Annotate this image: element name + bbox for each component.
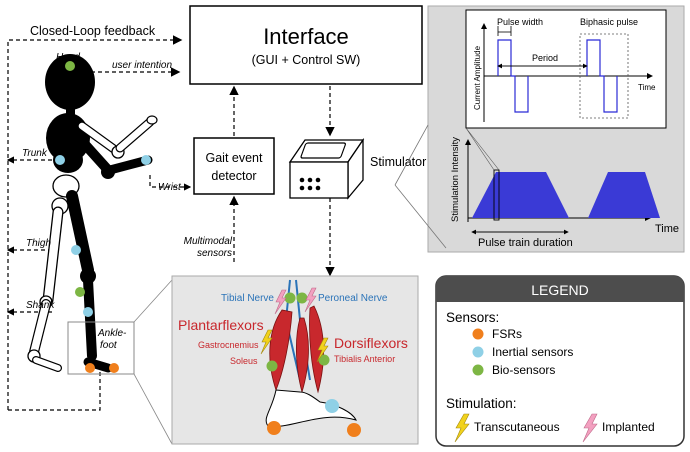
head-label: Head [56, 52, 80, 63]
legend-implanted-icon [582, 413, 598, 443]
biphasic-pulse-label: Biphasic pulse [580, 17, 638, 27]
heel-fsr [85, 363, 95, 373]
muscle-panel: Tibial Nerve Peroneal Nerve Plantarflexo… [171, 275, 419, 445]
pulse-width-label: Pulse width [497, 17, 543, 27]
legend-transcutaneous: Transcutaneous [474, 420, 560, 434]
interface-subtitle: (GUI + Control SW) [252, 53, 361, 67]
legend-transcutaneous-icon [454, 413, 470, 443]
current-amplitude-label: Current Amplitude [473, 45, 482, 110]
trunk-label: Trunk [22, 148, 48, 159]
legend-title: LEGEND [531, 282, 589, 298]
head-bio-sensor [65, 61, 75, 71]
shank-inertial-sensor [83, 307, 93, 317]
legend-bio: Bio-sensors [492, 363, 555, 377]
implanted-stim-tibial [274, 289, 287, 315]
legend-stimulation-heading: Stimulation: [446, 396, 517, 411]
period-label: Period [532, 53, 558, 63]
implanted-stim-peroneal [304, 287, 317, 313]
thigh-inertial-sensor [71, 245, 81, 255]
legend-inertial: Inertial sensors [492, 345, 573, 359]
gait-label-line1: Gait event [206, 151, 264, 165]
legend-sensors-heading: Sensors: [446, 310, 499, 325]
shank-label: Shank [26, 300, 55, 311]
tibial-nerve-label: Tibial Nerve [221, 293, 274, 304]
interface-box: Interface (GUI + Control SW) [189, 5, 423, 85]
legend-implanted: Implanted [602, 420, 655, 434]
legend: LEGEND Sensors: FSRs Inertial sensors Bi… [435, 275, 685, 447]
legend-fsr-swatch [472, 328, 484, 340]
foot-inertial-sensor [325, 399, 339, 413]
multimodal-line2: sensors [197, 248, 232, 259]
biphasic-pulse-2 [586, 39, 618, 113]
toe-fsr-detail [347, 423, 361, 437]
legend-inertial-swatch [472, 346, 484, 358]
stimulator-device [288, 137, 365, 200]
train-time-label: Time [655, 223, 679, 235]
pulse-train-duration-label: Pulse train duration [478, 237, 573, 249]
stimulation-panel: Pulse width Biphasic pulse Period Curren… [394, 5, 685, 253]
plantarflexors-label: Plantarflexors [178, 317, 264, 333]
interface-title: Interface [263, 24, 349, 49]
peroneal-bio-sensor [296, 292, 308, 304]
tibialis-bio-sensor [318, 354, 330, 366]
transcutaneous-stim-plantar [260, 329, 273, 355]
transcutaneous-stim-dorsi [316, 337, 329, 363]
dorsiflexors-label: Dorsiflexors [334, 335, 408, 351]
pulse-train-1 [472, 172, 569, 218]
gastrocnemius-label: Gastrocnemius [198, 340, 259, 350]
tibialis-anterior-label: Tibialis Anterior [334, 354, 395, 364]
peroneal-nerve-label: Peroneal Nerve [318, 293, 388, 304]
user-intention-label: user intention [112, 60, 172, 71]
ankle-foot-label-2: foot [100, 340, 118, 351]
shank-bio-sensor [75, 287, 85, 297]
biphasic-pulse-1 [497, 39, 529, 113]
soleus-label: Soleus [230, 356, 258, 366]
wrist-label: Wrist [158, 182, 182, 193]
ankle-zoom-box [67, 321, 135, 375]
heel-fsr-detail [267, 421, 281, 435]
human-figure [27, 54, 158, 373]
thigh-label: Thigh [26, 238, 51, 249]
trunk-inertial-sensor [55, 155, 65, 165]
pulse-train-2 [588, 172, 660, 218]
multimodal-line1: Multimodal [184, 236, 233, 247]
tibial-bio-sensor [284, 292, 296, 304]
legend-bio-swatch [472, 364, 484, 376]
closed-loop-label: Closed-Loop feedback [30, 24, 156, 38]
stim-intensity-label: Stimulation Intensity [450, 137, 461, 222]
toe-fsr [109, 363, 119, 373]
flow-arrows [229, 85, 335, 277]
gait-event-detector-box: Gait event detector [193, 137, 275, 195]
legend-fsrs: FSRs [492, 327, 522, 341]
gastrocnemius-bio-sensor [266, 360, 278, 372]
ankle-foot-label-1: Ankle- [97, 328, 127, 339]
waveform-time-label: Time [638, 83, 656, 92]
wrist-inertial-sensor [141, 155, 151, 165]
stimulator-label: Stimulator [370, 155, 426, 169]
gait-label-line2: detector [211, 169, 256, 183]
